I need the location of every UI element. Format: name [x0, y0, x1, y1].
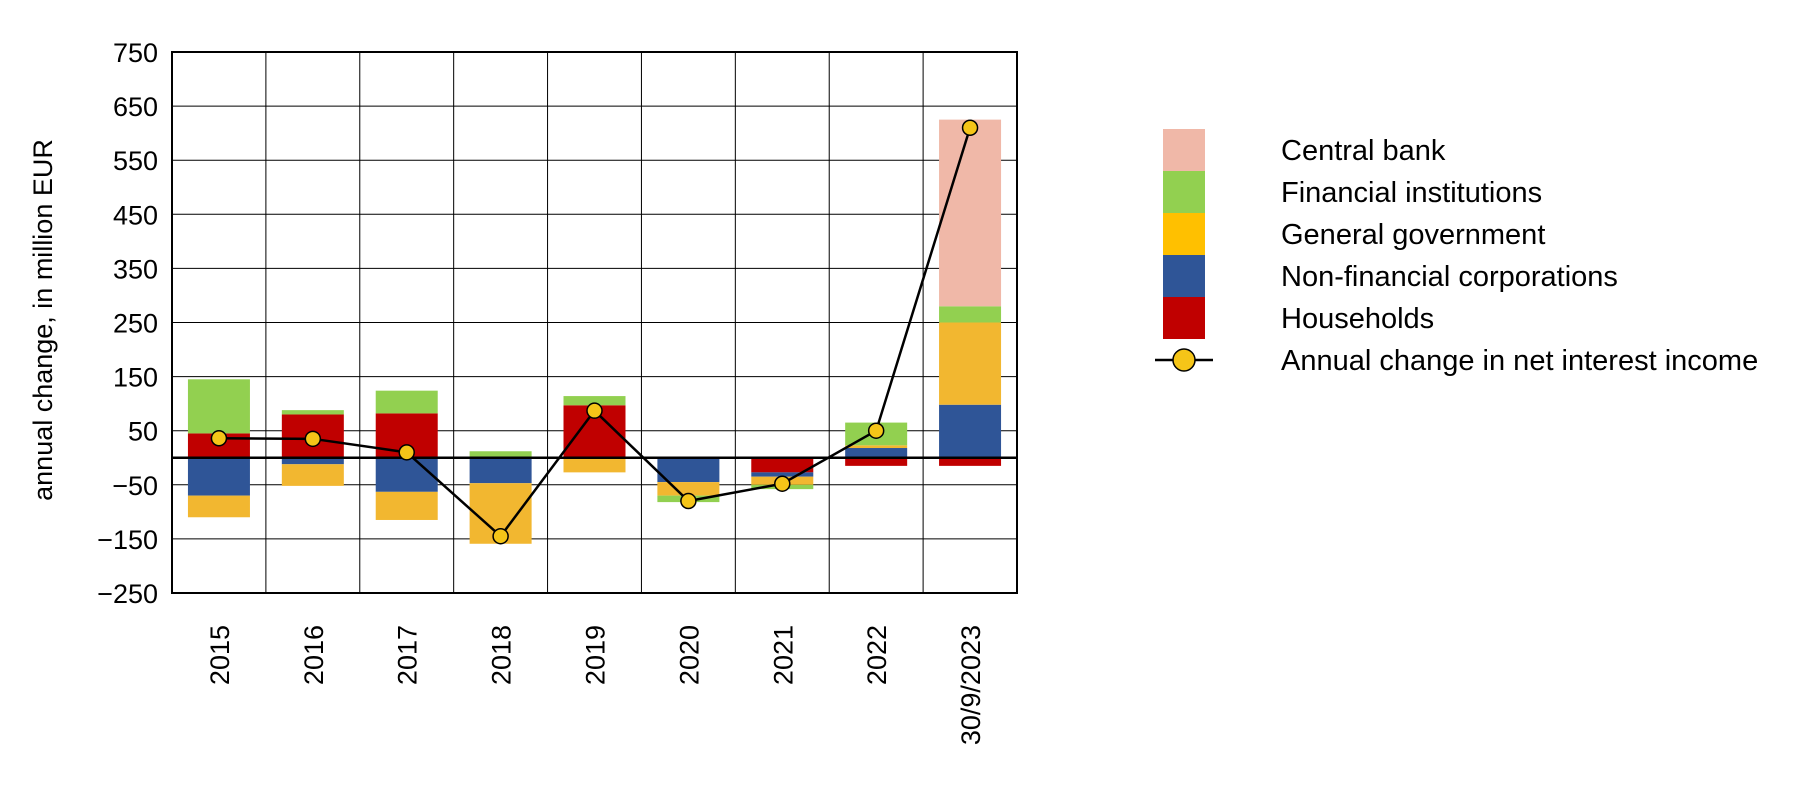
- x-tick-label: 2019: [581, 625, 611, 685]
- x-tick-label: 2017: [393, 625, 423, 685]
- net-interest-income-point: [680, 492, 697, 510]
- bar-general-government-2019: [563, 457, 626, 473]
- bar-general-government-2022: [845, 445, 908, 449]
- net-interest-income-point: [774, 475, 791, 492]
- x-tick-label: 30/9/2023: [956, 625, 986, 745]
- line-layer: [210, 119, 979, 545]
- bar-households-2021: [751, 457, 814, 473]
- x-tick-label: 2022: [862, 625, 892, 685]
- x-tick-label: 2018: [487, 625, 517, 685]
- legend-label: Central bank: [1281, 135, 1446, 167]
- bar-financial-institutions-2016: [281, 410, 344, 415]
- legend-swatch: [1163, 255, 1205, 297]
- legend-swatch: [1163, 129, 1205, 171]
- bar-financial-institutions-2018: [469, 451, 532, 458]
- y-tick-label: −50: [112, 471, 158, 501]
- legend-label: Financial institutions: [1281, 177, 1542, 209]
- legend: Central bank Financial institutions Genera…: [1155, 129, 1758, 377]
- legend-swatch: [1163, 213, 1205, 255]
- legend-swatch: [1163, 297, 1205, 339]
- bar-general-government-2017: [375, 491, 438, 520]
- y-tick-label: 150: [113, 363, 158, 393]
- legend-marker-icon: [1172, 348, 1196, 372]
- bar-financial-institutions-30-9-2023: [939, 306, 1002, 323]
- bar-non-financial-corporations-2021: [751, 472, 814, 477]
- bar-financial-institutions-2019: [563, 396, 626, 406]
- bar-general-government-2016: [281, 464, 344, 486]
- y-tick-label: 550: [113, 146, 158, 176]
- bar-non-financial-corporations-30-9-2023: [939, 404, 1002, 458]
- bar-central-bank-30-9-2023: [939, 119, 1002, 307]
- bar-financial-institutions-2015: [187, 379, 250, 434]
- y-axis-ticks: 750 650 550 450 350 250 150 50 −50 −150 −250: [97, 38, 158, 609]
- y-tick-label: 350: [113, 254, 158, 284]
- bar-non-financial-corporations-2022: [845, 448, 908, 458]
- y-tick-label: 50: [128, 417, 158, 447]
- y-tick-label: −150: [97, 525, 158, 555]
- y-tick-label: −250: [97, 579, 158, 609]
- net-interest-income-point: [398, 444, 415, 461]
- y-tick-label: 750: [113, 38, 158, 68]
- y-tick-label: 650: [113, 92, 158, 122]
- x-tick-label: 2016: [299, 625, 329, 685]
- net-interest-income-point: [867, 422, 885, 439]
- plot-frame: [171, 51, 1018, 594]
- bar-general-government-2015: [187, 495, 250, 518]
- bar-general-government-30-9-2023: [939, 322, 1002, 405]
- net-interest-income-point: [492, 527, 509, 545]
- legend-label: Non-financial corporations: [1281, 261, 1618, 293]
- bar-non-financial-corporations-2015: [187, 457, 250, 496]
- grid-layer: [171, 51, 1018, 594]
- legend-label: Households: [1281, 303, 1434, 335]
- legend-swatch: [1163, 171, 1205, 213]
- y-tick-label: 450: [113, 200, 158, 230]
- x-tick-label: 2015: [205, 625, 235, 685]
- net-interest-income-point: [586, 402, 603, 419]
- x-axis-ticks: 2015 2016 2017 2018 2019 2020 2021 2022 30/9/202…: [205, 625, 986, 745]
- legend-label: Annual change in net interest income: [1281, 345, 1758, 377]
- bar-non-financial-corporations-2016: [281, 457, 344, 465]
- bar-non-financial-corporations-2017: [375, 457, 438, 492]
- legend-label: General government: [1281, 219, 1545, 251]
- bar-non-financial-corporations-2020: [657, 457, 720, 483]
- bar-non-financial-corporations-2018: [469, 457, 532, 484]
- y-axis-label: annual change, in million EUR: [28, 139, 58, 501]
- bar-financial-institutions-2017: [375, 390, 438, 414]
- y-tick-label: 250: [113, 309, 158, 339]
- bar-households-30-9-2023: [939, 457, 1002, 466]
- bars-layer: [187, 119, 1002, 544]
- net-interest-income-point: [304, 430, 322, 448]
- net-interest-income-point: [210, 430, 228, 447]
- bar-households-2022: [845, 457, 908, 466]
- net-interest-income-point: [961, 119, 979, 136]
- x-tick-label: 2020: [674, 625, 704, 685]
- x-tick-label: 2021: [768, 625, 798, 685]
